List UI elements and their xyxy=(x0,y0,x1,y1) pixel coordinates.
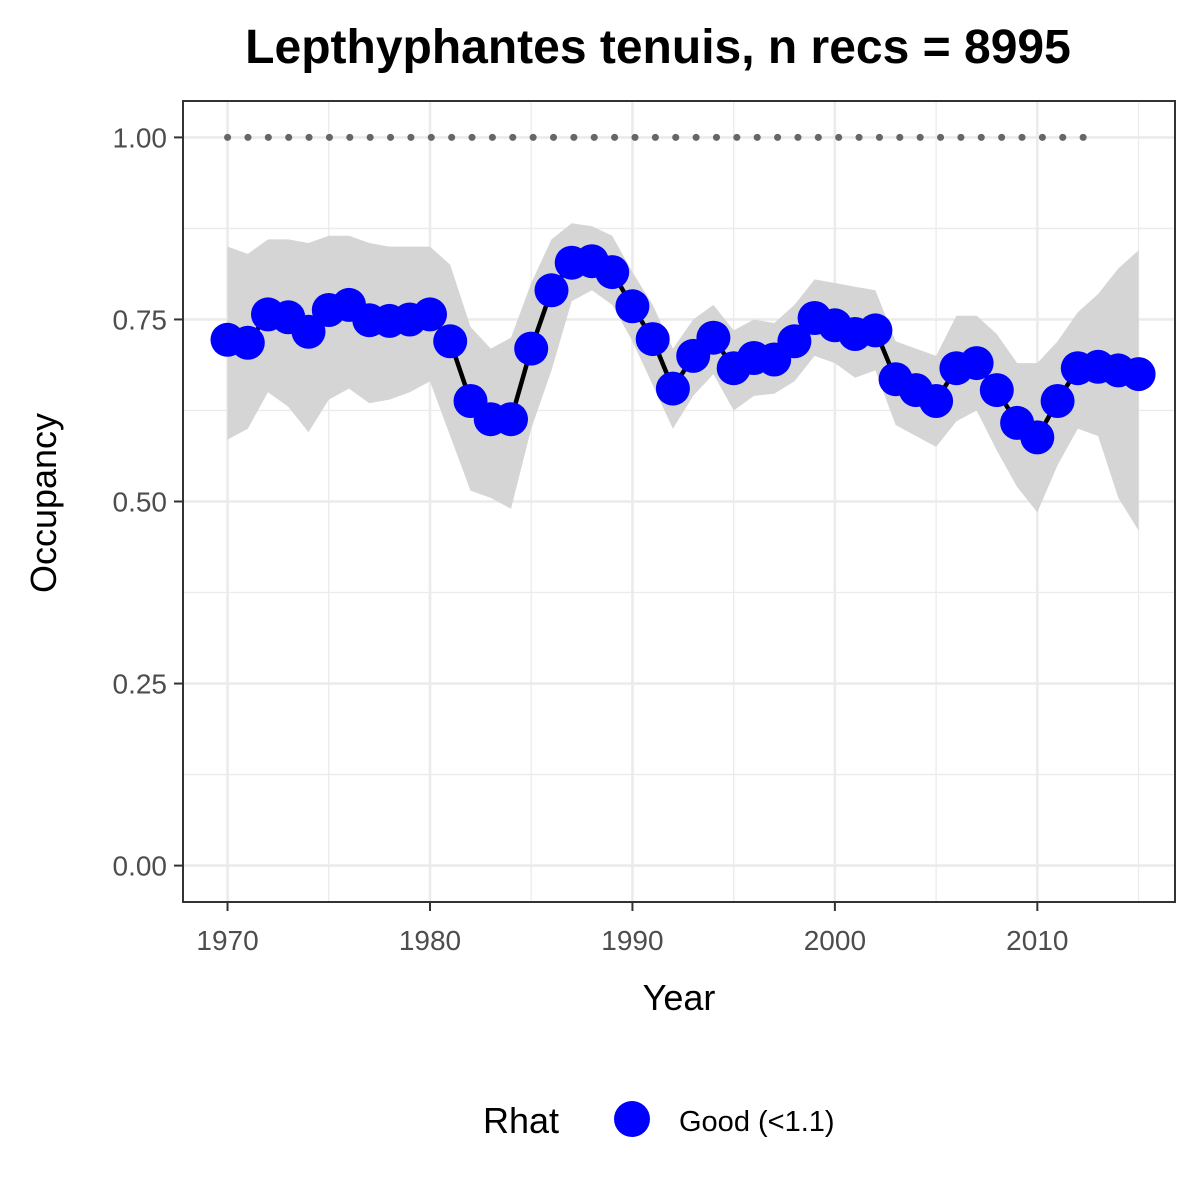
legend: Rhat Good (<1.1) xyxy=(483,1100,835,1141)
data-point-1991 xyxy=(635,322,670,357)
data-point-1990 xyxy=(615,289,650,324)
x-tick-label: 1990 xyxy=(601,925,663,956)
legend-title: Rhat xyxy=(483,1100,559,1141)
y-tick-label: 0.50 xyxy=(113,487,168,518)
data-point-2015 xyxy=(1121,357,1156,392)
y-tick-label: 1.00 xyxy=(113,122,168,153)
chart-title: Lepthyphantes tenuis, n recs = 8995 xyxy=(245,21,1071,74)
legend-key-good xyxy=(614,1101,650,1137)
x-tick-label: 1970 xyxy=(196,925,258,956)
data-point-2008 xyxy=(979,373,1014,408)
y-tick-label: 0.25 xyxy=(113,669,168,700)
data-point-2010 xyxy=(1020,420,1055,455)
data-point-1971 xyxy=(230,325,265,360)
data-point-1994 xyxy=(696,320,731,355)
data-point-1998 xyxy=(777,324,812,359)
y-tick-label: 0.00 xyxy=(113,851,168,882)
data-point-2005 xyxy=(919,384,954,418)
x-tick-label: 2010 xyxy=(1006,925,1068,956)
data-point-2011 xyxy=(1040,384,1075,418)
data-point-1981 xyxy=(433,324,468,359)
data-point-1974 xyxy=(291,314,326,349)
data-point-1984 xyxy=(494,402,528,437)
x-tick-label: 1980 xyxy=(399,925,461,956)
data-point-1992 xyxy=(655,371,690,406)
data-point-1980 xyxy=(413,297,447,332)
y-tick-label: 0.75 xyxy=(113,304,168,335)
data-point-2007 xyxy=(959,346,994,381)
grid-lines xyxy=(183,101,1175,902)
legend-label-good: Good (<1.1) xyxy=(679,1106,835,1138)
data-points xyxy=(210,244,1156,455)
x-axis-title: Year xyxy=(643,977,716,1018)
y-axis-title: Occupancy xyxy=(23,413,64,593)
data-point-1989 xyxy=(595,255,630,290)
data-point-2002 xyxy=(858,313,893,348)
data-point-1985 xyxy=(514,331,549,366)
x-tick-label: 2000 xyxy=(804,925,866,956)
data-point-1986 xyxy=(534,273,569,308)
axes: 0.00 0.25 0.50 0.75 1.00 1970 1980 1990 2000 2010 xyxy=(113,122,1069,956)
